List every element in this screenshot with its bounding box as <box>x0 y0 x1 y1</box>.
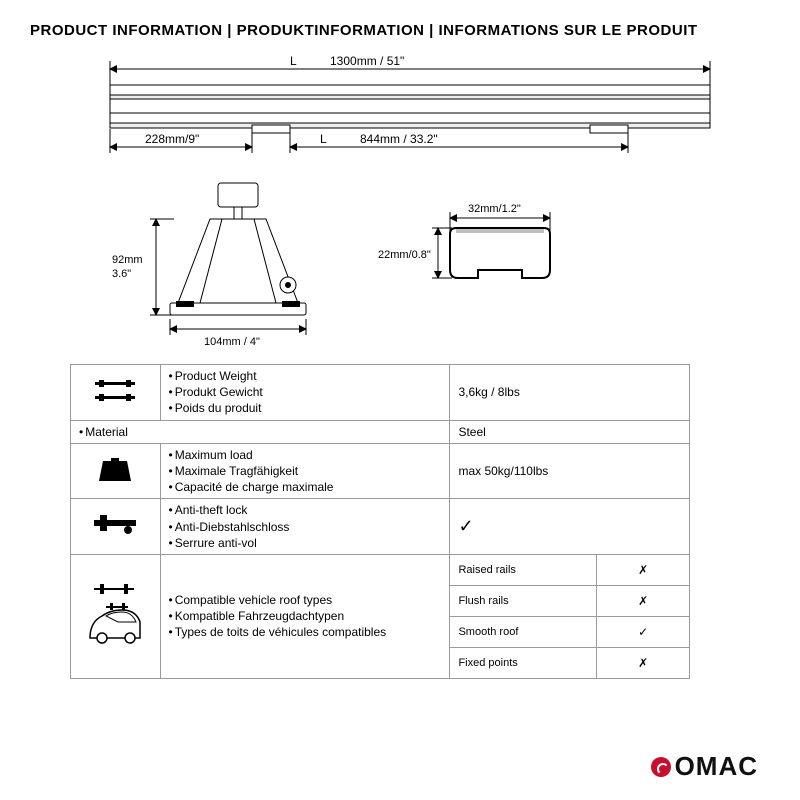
antitheft-labels: •Anti-theft lock •Anti-Diebstahlschloss … <box>160 499 450 555</box>
dim-profile-h: 22mm/0.8" <box>378 249 431 261</box>
dim-L-prefix: L <box>290 54 297 68</box>
material-label: •Material <box>71 420 450 443</box>
rooftype-name-0: Raised rails <box>450 554 597 585</box>
dim-base: 104mm / 4" <box>204 336 260 348</box>
technical-diagram: L 1300mm / 51" 228mm/9" L 844mm / 33.2" <box>30 53 770 353</box>
rooftype-val-0: ✗ <box>597 554 690 585</box>
spec-table: •Product Weight •Produkt Gewicht •Poids … <box>70 364 690 679</box>
rooftype-val-3: ✗ <box>597 647 690 678</box>
rooftype-name-2: Smooth roof <box>450 616 597 647</box>
svg-text:3.6": 3.6" <box>112 268 131 280</box>
load-icon <box>71 443 161 499</box>
row-weight: •Product Weight •Produkt Gewicht •Poids … <box>71 365 690 421</box>
maxload-labels: •Maximum load •Maximale Tragfähigkeit •C… <box>160 443 450 499</box>
material-value: Steel <box>450 420 690 443</box>
dim-offset: 228mm/9" <box>145 132 199 146</box>
antitheft-value: ✓ <box>450 499 690 555</box>
row-rooftype-0: •Compatible vehicle roof types •Kompatib… <box>71 554 690 585</box>
page-title: PRODUCT INFORMATION | PRODUKTINFORMATION… <box>30 22 770 39</box>
dim-profile-w: 32mm/1.2" <box>468 203 521 215</box>
svg-text:92mm: 92mm <box>112 254 143 266</box>
rooftype-name-3: Fixed points <box>450 647 597 678</box>
weight-labels: •Product Weight •Produkt Gewicht •Poids … <box>160 365 450 421</box>
car-icon <box>71 554 161 678</box>
rooftype-name-1: Flush rails <box>450 585 597 616</box>
dim-L-text: 1300mm / 51" <box>330 54 404 68</box>
row-material: •Material Steel <box>71 420 690 443</box>
weight-icon <box>71 365 161 421</box>
dim-inner: 844mm / 33.2" <box>360 132 438 146</box>
lock-icon <box>71 499 161 555</box>
weight-value: 3,6kg / 8lbs <box>450 365 690 421</box>
maxload-value: max 50kg/110lbs <box>450 443 690 499</box>
rooftype-val-2: ✓ <box>597 616 690 647</box>
logo-icon <box>651 757 671 777</box>
dim-inner-prefix: L <box>320 132 327 146</box>
rooftype-labels: •Compatible vehicle roof types •Kompatib… <box>160 554 450 678</box>
row-antitheft: •Anti-theft lock •Anti-Diebstahlschloss … <box>71 499 690 555</box>
brand-logo: OMAC <box>651 751 758 782</box>
rooftype-val-1: ✗ <box>597 585 690 616</box>
brand-text: OMAC <box>675 751 758 782</box>
row-maxload: •Maximum load •Maximale Tragfähigkeit •C… <box>71 443 690 499</box>
